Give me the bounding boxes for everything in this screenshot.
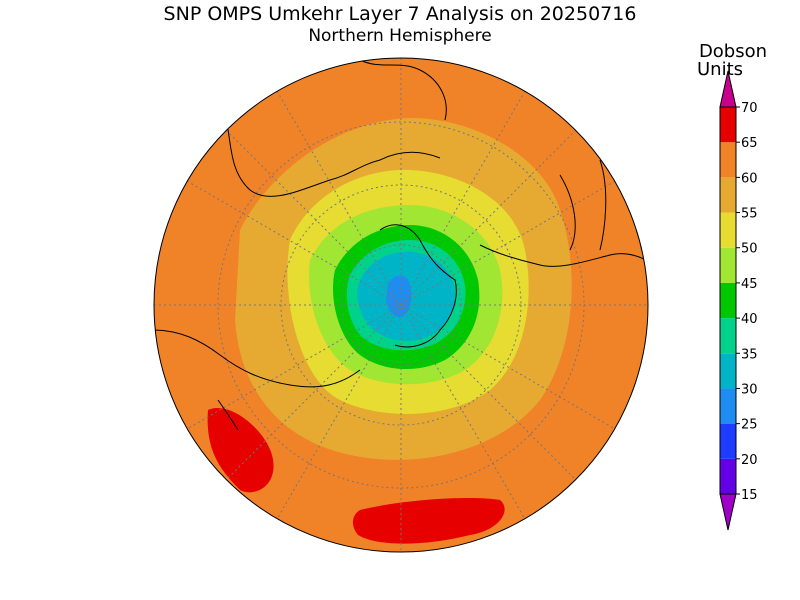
colorbar-tick-label: 20 [741,453,758,468]
colorbar-tick-label: 35 [741,347,758,362]
colorbar-label: Dobson [699,41,767,62]
colorbar-band [720,318,736,354]
field-65-70 [352,498,505,544]
colorbar-band [720,142,736,178]
map-subtitle: Northern Hemisphere [308,26,491,46]
colorbar-band [720,107,736,143]
colorbar-under [719,493,737,531]
colorbar-band [720,353,736,389]
colorbar-tick-label: 50 [741,242,758,257]
colorbar-tick-label: 55 [741,207,758,222]
field-65-70 [207,408,274,493]
colorbar-tick-label: 15 [741,488,758,503]
colorbar-band [720,282,736,319]
colorbar-tick-label: 65 [741,136,758,151]
field-25-30 [386,275,412,318]
graticule [154,58,648,552]
colorbar-band [720,423,736,459]
colorbar-tick-label: 30 [741,382,758,397]
colorbar-band [720,388,736,424]
colorbar-band [720,177,736,213]
colorbar-tick-label: 70 [741,101,758,116]
map-title: SNP OMPS Umkehr Layer 7 Analysis on 2025… [164,3,637,25]
colorbar: 15 20 25 30 35 40 45 50 55 60 65 70 [719,70,758,531]
map-border [153,57,649,553]
colorbar-frame [719,106,737,495]
colorbar-band [720,247,736,283]
colorbar-tick-label: 60 [741,171,758,186]
colorbar-band [720,212,736,248]
polar-map [154,58,648,552]
colorbar-label: Units [697,59,743,80]
coastlines [154,59,648,431]
colorbar-band [720,458,736,494]
colorbar-tick-label: 45 [741,277,758,292]
colorbar-tick-label: 25 [741,418,758,433]
colorbar-tick-label: 40 [741,312,758,327]
